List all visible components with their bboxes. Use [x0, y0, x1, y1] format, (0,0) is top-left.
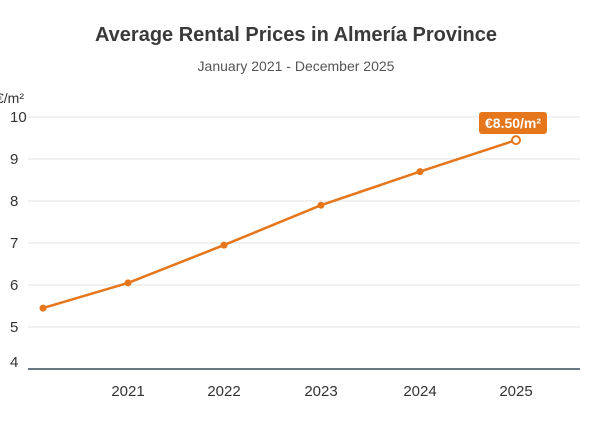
x-tick-label: 2024 [403, 383, 436, 400]
data-point [317, 201, 325, 209]
data-point [511, 135, 521, 146]
y-tick-label: 8 [10, 193, 18, 210]
x-tick-label: 2022 [207, 383, 240, 400]
y-tick-label: 5 [10, 319, 18, 336]
data-point [416, 168, 424, 176]
data-point [220, 241, 228, 249]
value-callout: €8.50/m² [479, 112, 548, 135]
y-tick-label: 6 [10, 277, 18, 294]
series-line [41, 138, 518, 310]
x-tick-label: 2025 [499, 383, 532, 400]
x-tick-label: 2023 [304, 383, 337, 400]
y-tick-label: 9 [10, 151, 18, 168]
chart-subtitle: January 2021 - December 2025 [197, 58, 395, 74]
x-tick-label: 2021 [111, 383, 144, 400]
chart-title: Average Rental Prices in Almería Provinc… [94, 24, 498, 46]
data-point [39, 304, 47, 312]
y-tick-label: 4 [10, 354, 18, 371]
y-tick-label: 7 [10, 235, 18, 252]
y-axis-label: €/m² [0, 90, 24, 106]
y-tick-label: 10 [10, 109, 27, 126]
data-point [124, 279, 132, 287]
